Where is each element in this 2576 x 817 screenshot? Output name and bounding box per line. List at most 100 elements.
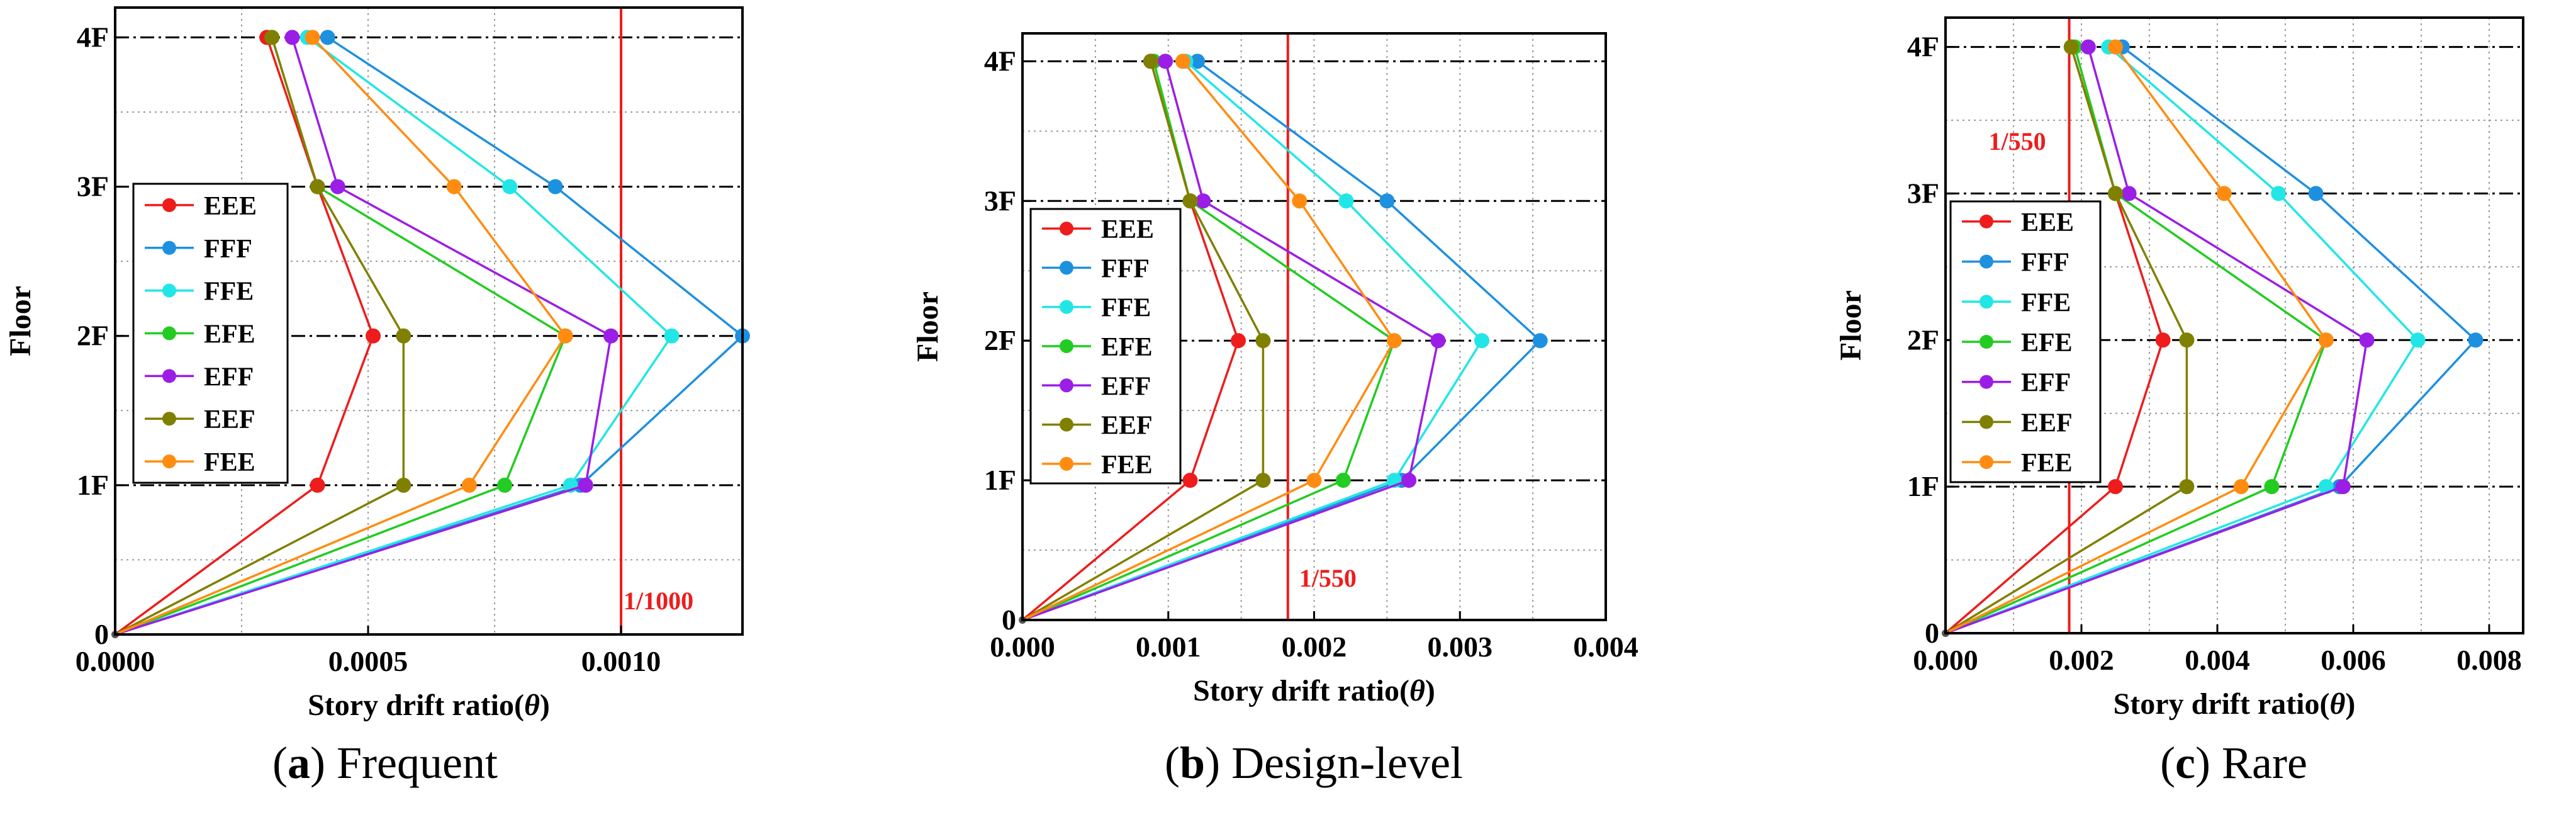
legend-label: EEF: [204, 405, 255, 434]
y-tick-label: 0: [94, 618, 109, 650]
x-tick-label: 0.006: [2321, 644, 2386, 676]
legend-label: FFE: [1101, 294, 1151, 323]
data-point-eff: [2121, 186, 2137, 201]
data-point-eff: [284, 30, 300, 45]
y-tick-label: 4F: [77, 21, 109, 53]
data-point-fff: [547, 179, 563, 194]
legend-label: FFF: [1101, 254, 1150, 283]
data-point-eef: [2108, 186, 2123, 201]
data-point-ffe: [502, 179, 518, 194]
data-point-fee: [557, 328, 573, 344]
legend-swatch-marker: [1060, 417, 1073, 432]
x-tick-label: 0.004: [1573, 631, 1638, 663]
grid-lines: [1946, 18, 2523, 633]
data-point-eff: [2359, 332, 2375, 348]
data-point-fee: [461, 477, 477, 493]
data-point-eef: [2063, 39, 2079, 55]
legend-label: FEE: [1101, 451, 1153, 480]
data-point-eff: [578, 477, 593, 493]
x-tick-label: 0.003: [1428, 631, 1493, 663]
data-point-eef: [396, 477, 412, 493]
legend-swatch-marker: [1980, 455, 1993, 470]
data-point-ffe: [2410, 332, 2426, 348]
x-axis-title-close: ): [1425, 674, 1435, 707]
data-point-eef: [2179, 332, 2195, 348]
legend: EEE FFF FFE EFE EFF EEF FEE: [1029, 208, 1182, 485]
x-tick-label: 0.002: [1282, 631, 1347, 663]
data-point-eff: [1430, 333, 1446, 349]
panel-caption: (a) Frequent: [272, 738, 498, 788]
legend-label: EFE: [2021, 329, 2073, 358]
data-point-eef: [1143, 54, 1158, 69]
series-group: [1019, 54, 1548, 624]
data-point-ffe: [1338, 193, 1354, 209]
data-point-efe: [1335, 473, 1351, 488]
chart-panel-b: 1/550 0.000 0.001 0.002 0.003 0.004 0 1F 2F 3F 4F S…: [911, 32, 1638, 788]
y-tick-label: 1F: [984, 464, 1016, 496]
reference-line-label: 1/550: [1989, 127, 2046, 155]
data-point-fee: [446, 179, 462, 194]
chart-panel-a: 1/1000 0.0000 0.0005 0.0010 0 1F 2F 3F 4F Story d…: [4, 6, 750, 788]
data-point-eef: [1255, 473, 1271, 488]
legend-swatch-marker: [1060, 456, 1073, 471]
legend-label: EEE: [204, 192, 257, 221]
legend-swatch-marker: [162, 326, 176, 341]
data-point-efe: [2264, 479, 2280, 495]
y-tick-label: 1F: [77, 469, 109, 501]
data-point-eff: [330, 179, 345, 194]
data-point-fee: [1292, 193, 1308, 209]
data-point-ffe: [1474, 333, 1490, 349]
legend: EEE FFF FFE EFE EFF EEF FEE: [1949, 200, 2102, 483]
data-point-eef: [396, 328, 412, 344]
x-axis-title-symbol: θ: [2330, 687, 2346, 721]
y-axis-title: Floor: [4, 286, 37, 356]
data-point-eef: [1255, 333, 1271, 349]
data-point-fff: [2308, 186, 2324, 201]
legend-label: EEE: [1101, 215, 1154, 244]
data-point-eee: [366, 328, 381, 344]
data-point-fff: [1190, 54, 1206, 69]
legend: EEE FFF FFE EFE EFF EEF FEE: [132, 183, 289, 484]
data-point-fee: [2216, 186, 2232, 201]
legend-swatch-marker: [1980, 254, 1993, 269]
legend-label: EFF: [1101, 372, 1151, 401]
y-tick-label: 3F: [984, 184, 1016, 217]
legend-swatch-marker: [162, 198, 176, 212]
data-point-eee: [2108, 479, 2123, 495]
legend-swatch-marker: [162, 369, 176, 383]
legend-label: EFF: [204, 363, 254, 392]
legend-swatch-marker: [162, 454, 176, 469]
caption-close-paren: ): [310, 738, 337, 788]
caption-panel-letter: c: [2175, 738, 2195, 788]
data-point-ffe: [2271, 186, 2287, 201]
panel-caption: (c) Rare: [2160, 738, 2307, 788]
legend-label: EEE: [2021, 208, 2074, 237]
x-axis-title-text: Story drift ratio(: [2114, 687, 2330, 721]
x-axis-title-text: Story drift ratio(: [308, 689, 524, 722]
series-group: [1942, 39, 2484, 637]
legend-label: FEE: [2021, 449, 2073, 478]
y-tick-label: 3F: [77, 171, 109, 203]
x-tick-label: 0.004: [2185, 644, 2250, 676]
legend-label: EEF: [1101, 412, 1153, 441]
x-tick-label: 0.008: [2456, 644, 2522, 676]
y-tick-label: 0: [1002, 604, 1016, 636]
plot-frame: [1944, 16, 2524, 634]
caption-open-paren: (: [272, 738, 288, 788]
data-point-eff: [1401, 473, 1417, 488]
legend-swatch-marker: [162, 283, 176, 298]
legend-swatch-marker: [162, 240, 176, 255]
chart-panel-c: 1/550 0.000 0.002 0.004 0.006 0.008 0 1F 2F 3F 4F S…: [1834, 16, 2524, 788]
legend-label: FFF: [204, 235, 252, 264]
x-axis-title: Story drift ratio(θ): [308, 689, 550, 722]
legend-swatch-marker: [1980, 375, 1993, 389]
x-axis-title: Story drift ratio(θ): [1193, 674, 1435, 707]
legend-swatch-marker: [1980, 335, 1993, 349]
y-tick-label: 1F: [1907, 470, 1939, 502]
data-point-efe: [497, 477, 513, 493]
y-tick-label: 2F: [984, 324, 1016, 356]
x-tick-label: 0.000: [1913, 644, 1978, 676]
caption-text: Rare: [2222, 738, 2307, 788]
data-point-eee: [310, 477, 325, 493]
